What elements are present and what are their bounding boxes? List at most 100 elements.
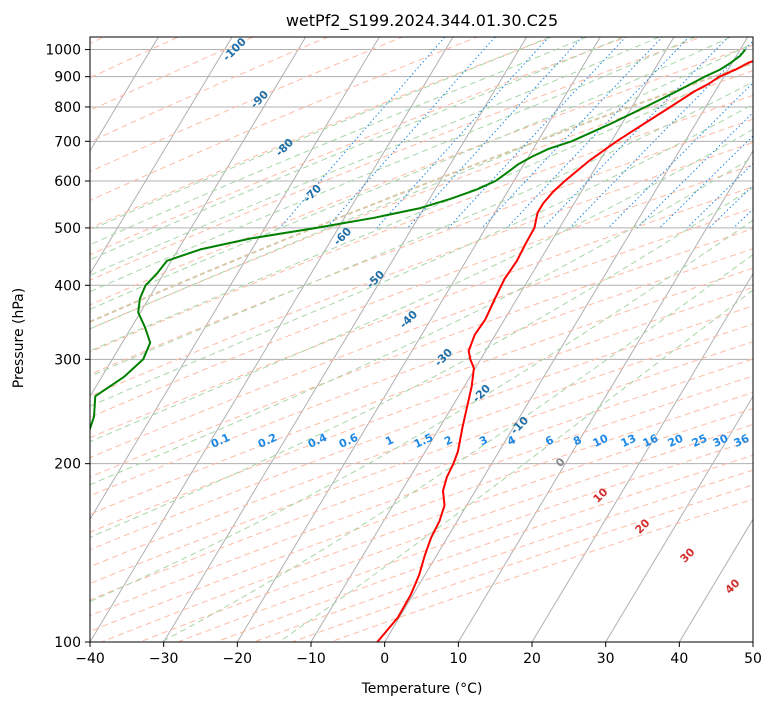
- plot-area: -100-90-80-70-60-50-40-30-20-10010203040…: [89, 25, 775, 643]
- x-axis-label: Temperature (°C): [361, 681, 483, 697]
- dry-adiabat-line: [90, 323, 753, 568]
- dry-adiabat-line: [90, 37, 554, 229]
- mixing-ratio-label: 16: [641, 432, 661, 450]
- moist-adiabat-line: [90, 156, 753, 486]
- moist-adiabat-line: [90, 186, 753, 538]
- dry-adiabat-line: [176, 439, 753, 642]
- plot-frame: [89, 36, 754, 643]
- isotherm-line: [605, 395, 753, 642]
- dry-adiabat-line: [90, 248, 753, 497]
- mixing-ratio-label: 0.2: [256, 431, 279, 451]
- isotherm-line: [236, 37, 601, 642]
- moist-adiabat-line: [90, 37, 660, 276]
- ccl-adiabat-line: [90, 61, 753, 323]
- moist-adiabat-line: [90, 61, 753, 352]
- y-tick-label: 900: [54, 70, 81, 86]
- moist-adiabat-line: [90, 103, 753, 407]
- dry-adiabat-line: [90, 391, 753, 632]
- moist-adiabat-line: [90, 37, 624, 261]
- dry-adiabat-line: [90, 164, 753, 418]
- dry-adiabat-line: [90, 375, 753, 617]
- mixing-ratio-label: 3: [477, 433, 489, 448]
- isotherm-line: [752, 641, 753, 642]
- mixing-ratio-line: [608, 82, 753, 229]
- dry-adiabat-label: -90: [248, 88, 271, 111]
- moist-adiabat-label: 30: [678, 545, 698, 565]
- dry-adiabat-line: [90, 37, 330, 143]
- mixing-ratio-line: [569, 40, 753, 229]
- mixing-ratio-label: 10: [591, 432, 611, 450]
- dry-adiabat-line: [90, 70, 753, 330]
- dry-adiabat-line: [90, 305, 753, 551]
- isotherm-line: [90, 37, 159, 152]
- mixing-ratio-label: 25: [690, 432, 709, 450]
- dry-adiabat-label: -70: [301, 182, 324, 205]
- x-tick-label: −40: [75, 651, 105, 667]
- moist-adiabat-line: [90, 37, 696, 293]
- dry-adiabat-line: [138, 423, 753, 642]
- dry-adiabat-line: [90, 267, 753, 515]
- isotherm-line: [457, 149, 753, 642]
- mixing-ratio-line: [659, 135, 753, 229]
- dry-adiabat-label: -80: [273, 136, 296, 159]
- dry-adiabat-line: [90, 44, 753, 306]
- mixing-ratio-line: [326, 37, 496, 229]
- x-tick-label: −10: [296, 651, 326, 667]
- dry-adiabat-line: [90, 228, 753, 478]
- chart-title: wetPf2_S199.2024.344.01.30.C25: [286, 11, 558, 31]
- mixing-ratio-label: 1: [383, 433, 395, 448]
- mixing-ratio-label: 2: [442, 433, 454, 448]
- mixing-ratio-line: [636, 111, 753, 229]
- mixing-ratio-line: [447, 37, 627, 229]
- dry-adiabat-line: [90, 37, 255, 112]
- dewpoint-line: [90, 48, 747, 432]
- y-tick-label: 600: [54, 174, 81, 190]
- y-tick-label: 1000: [45, 43, 81, 59]
- dry-adiabat-label: -20: [470, 382, 493, 405]
- moist-adiabat-line: [90, 37, 587, 246]
- dry-adiabat-label: -50: [364, 268, 387, 291]
- x-tick-label: 40: [670, 651, 688, 667]
- y-axis-label: Pressure (hPa): [11, 288, 27, 388]
- y-tick-label: 400: [54, 278, 81, 294]
- x-tick-label: 50: [744, 651, 762, 667]
- moist-adiabat-line: [90, 219, 753, 603]
- mixing-ratio-line: [758, 25, 775, 228]
- mixing-ratio-line: [279, 37, 446, 229]
- x-tick-label: −20: [223, 651, 253, 667]
- mixing-ratio-label: 1.5: [412, 431, 435, 451]
- moist-adiabat-line: [90, 37, 731, 310]
- moist-adiabat-label: 40: [723, 576, 743, 596]
- mixing-ratio-line: [376, 37, 550, 229]
- mixing-ratio-label: 30: [711, 432, 731, 450]
- mixing-ratio-label: 13: [619, 432, 638, 450]
- isotherm-line: [90, 37, 307, 398]
- background-lines: [90, 25, 775, 642]
- x-tick-label: 0: [380, 651, 389, 667]
- dry-adiabat-line: [90, 141, 753, 397]
- y-tick-label: 100: [54, 635, 81, 651]
- isotherm-line: [163, 37, 528, 642]
- dry-adiabat-line: [90, 358, 753, 601]
- dry-adiabat-line: [252, 469, 753, 642]
- dry-adiabat-line: [90, 186, 753, 439]
- mixing-ratio-label: 36: [732, 432, 752, 450]
- mixing-ratio-label: 0.4: [306, 431, 329, 451]
- sounding-lines: [90, 48, 753, 642]
- mixing-ratio-line: [708, 184, 753, 229]
- dry-adiabat-line: [90, 37, 479, 202]
- isotherm-line: [531, 272, 753, 642]
- mixing-ratio-line: [407, 37, 583, 229]
- dry-adiabat-line: [290, 484, 753, 642]
- dry-adiabat-line: [90, 207, 753, 459]
- isotherm-line: [90, 37, 233, 275]
- y-tick-label: 800: [54, 100, 81, 116]
- isotherm-line: [90, 37, 454, 642]
- dry-adiabat-line: [90, 94, 753, 353]
- dry-adiabat-line: [214, 454, 753, 642]
- dry-adiabat-line: [90, 118, 753, 375]
- y-tick-label: 500: [54, 221, 81, 237]
- isotherm-line: [90, 37, 380, 521]
- dry-adiabat-line: [90, 341, 753, 584]
- x-tick-label: 20: [523, 651, 541, 667]
